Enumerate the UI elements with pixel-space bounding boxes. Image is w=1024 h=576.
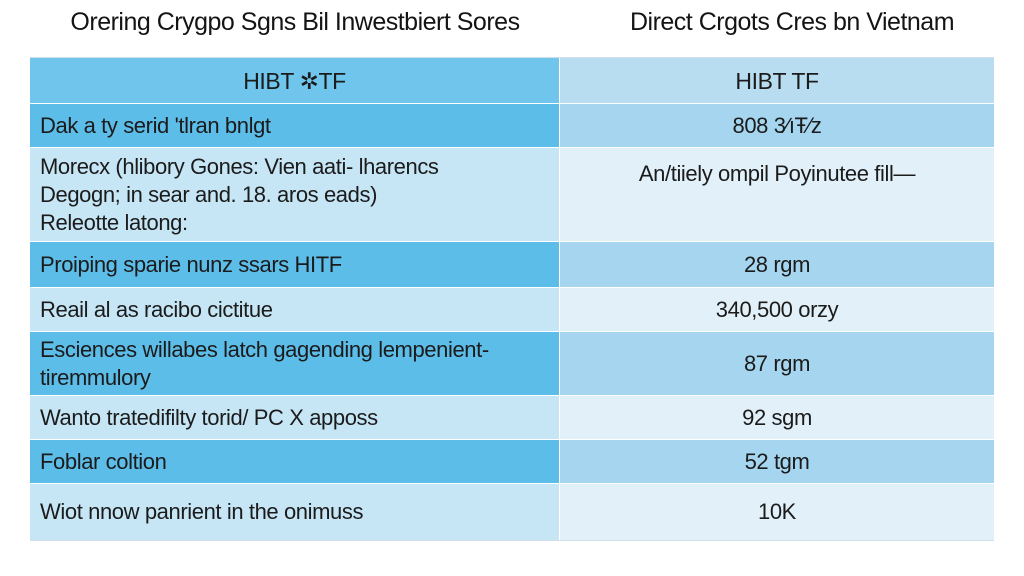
table-row: Esciences willabes latch gagending lempe… — [30, 332, 994, 396]
row-label: Esciences willabes latch gagending lempe… — [30, 332, 560, 395]
row-value: 87 rgm — [560, 332, 994, 395]
row-label: Wanto tratedifilty torid/ PC X apposs — [30, 396, 560, 439]
left-title: Orering Crygpo Sgns Bil Inwestbiert Sore… — [70, 8, 520, 36]
table-header-row: HIBT ✲TF HIBT TF — [30, 58, 994, 104]
row-label: Reail al as racibo cictitue — [30, 288, 560, 331]
table-row: Dak a ty serid 'tlran bnlgt 808 3∕ıŦ⁄z — [30, 104, 994, 148]
row-value: An/tiiely ompil Poyinutee fill— — [560, 148, 994, 241]
table-row: Wanto tratedifilty torid/ PC X apposs 92… — [30, 396, 994, 440]
row-value: 10K — [560, 484, 994, 540]
header: Orering Crygpo Sgns Bil Inwestbiert Sore… — [0, 0, 1024, 52]
table-row: Reail al as racibo cictitue 340,500 orzy — [30, 288, 994, 332]
row-value: 52 tgm — [560, 440, 994, 483]
table-row: Foblar coltion 52 tgm — [30, 440, 994, 484]
table-row: Wiot nnow panrient in the onimuss 10K — [30, 484, 994, 540]
row-label: Dak a ty serid 'tlran bnlgt — [30, 104, 560, 147]
row-label: Foblar coltion — [30, 440, 560, 483]
row-value: 92 sgm — [560, 396, 994, 439]
row-value: 340,500 orzy — [560, 288, 994, 331]
table-row: Proiping sparie nunz ssars HITF 28 rgm — [30, 242, 994, 288]
row-value: 808 3∕ıŦ⁄z — [560, 104, 994, 147]
comparison-table: HIBT ✲TF HIBT TF Dak a ty serid 'tlran b… — [30, 57, 994, 541]
column-header-right: HIBT TF — [560, 58, 994, 103]
row-value: 28 rgm — [560, 242, 994, 287]
row-label: Wiot nnow panrient in the onimuss — [30, 484, 560, 540]
row-label: Proiping sparie nunz ssars HITF — [30, 242, 560, 287]
row-label: Morecx (hlibory Gones: Vien aati- lharen… — [30, 148, 560, 241]
table-row: Morecx (hlibory Gones: Vien aati- lharen… — [30, 148, 994, 242]
column-header-left: HIBT ✲TF — [30, 58, 560, 103]
right-title: Direct Crgots Cres bn Vietnam — [629, 8, 955, 36]
